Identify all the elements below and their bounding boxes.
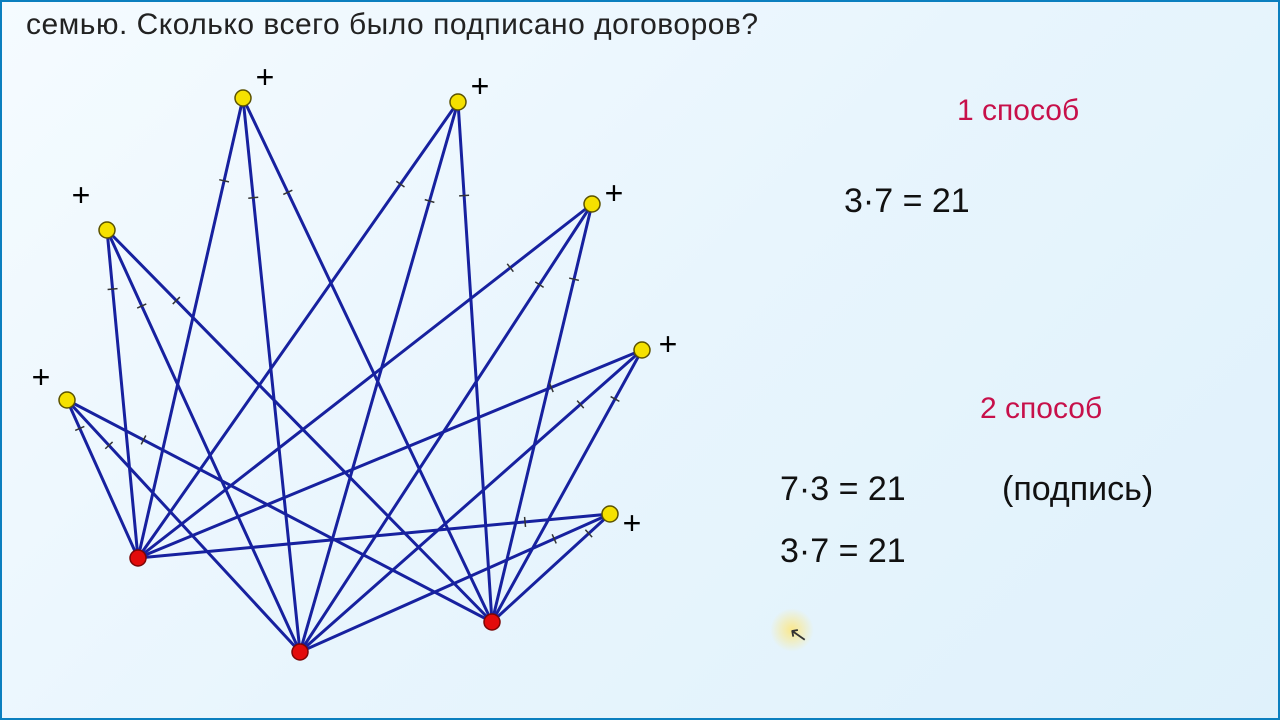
edges	[67, 98, 642, 652]
page-root: семью. Сколько всего было подписано дого…	[0, 0, 1280, 720]
nodes	[59, 90, 650, 660]
svg-text:+: +	[471, 68, 490, 104]
svg-text:+: +	[256, 59, 275, 95]
svg-text:+: +	[605, 175, 624, 211]
bipartite-graph: + + + + + + +	[2, 2, 1280, 720]
svg-text:+: +	[659, 326, 678, 362]
svg-text:+: +	[72, 177, 91, 213]
svg-text:+: +	[32, 359, 51, 395]
svg-text:+: +	[623, 505, 642, 541]
